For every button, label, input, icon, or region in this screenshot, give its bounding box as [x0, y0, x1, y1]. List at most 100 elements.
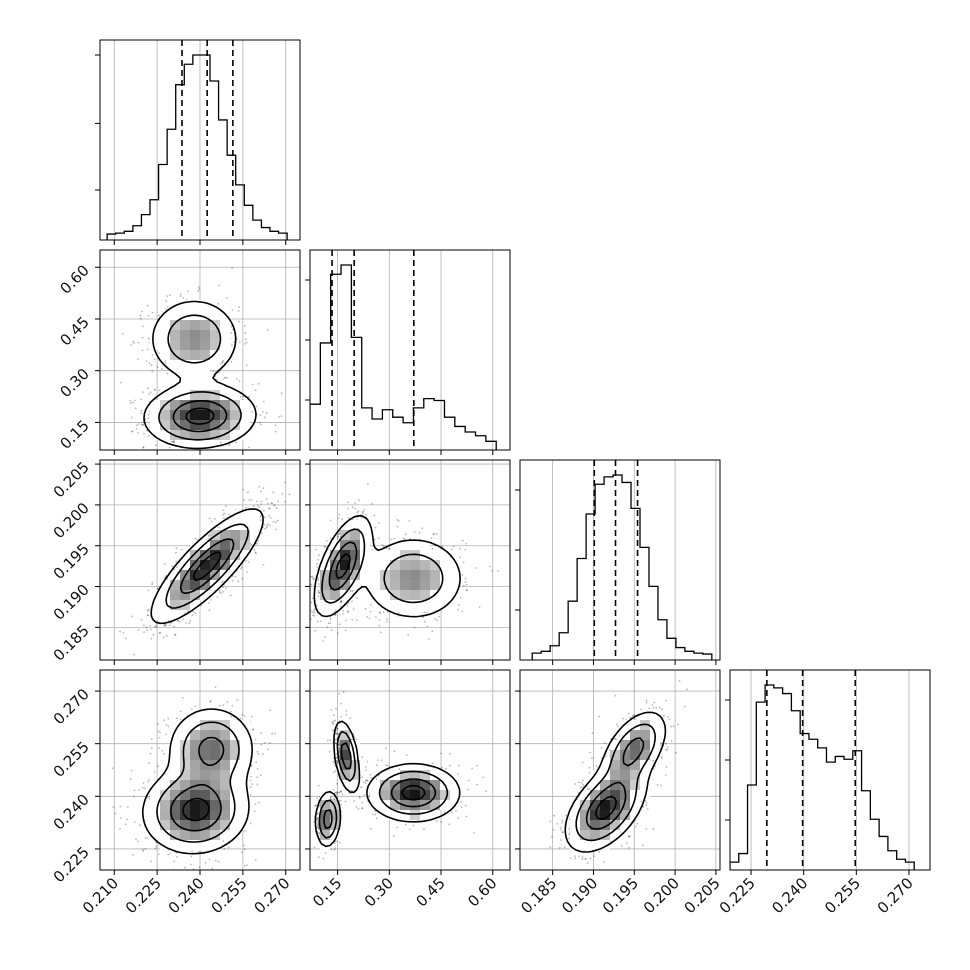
- density-cell: [170, 360, 180, 370]
- sample-point: [154, 444, 157, 447]
- sample-point: [313, 578, 315, 581]
- panel-frame: [309, 459, 511, 661]
- density-cell: [170, 320, 180, 330]
- sample-point: [230, 325, 233, 328]
- density-cell: [370, 550, 380, 560]
- density-cell: [190, 550, 200, 560]
- sample-point: [258, 485, 261, 488]
- sample-point: [240, 568, 243, 570]
- sample-point: [364, 607, 367, 610]
- sample-point: [407, 633, 410, 636]
- sample-point: [259, 414, 262, 416]
- density-cell: [340, 570, 350, 580]
- sample-point: [197, 286, 200, 288]
- sample-point: [151, 583, 153, 586]
- sample-point: [131, 615, 134, 618]
- sample-point: [134, 399, 136, 402]
- sample-point: [204, 861, 207, 864]
- sample-point: [171, 440, 174, 443]
- density-cell: [340, 520, 350, 530]
- density-cell: [230, 390, 240, 400]
- sample-point: [222, 509, 225, 512]
- density-cell: [180, 370, 190, 380]
- density-cell: [430, 550, 440, 560]
- density-cell: [430, 580, 440, 590]
- sample-point: [190, 855, 193, 858]
- sample-point: [381, 543, 384, 546]
- density-contour: [335, 553, 351, 579]
- sample-point: [145, 626, 148, 629]
- sample-point: [189, 619, 191, 622]
- density-cell: [410, 540, 420, 550]
- sample-point: [438, 615, 440, 618]
- sample-point: [163, 562, 166, 565]
- sample-point: [238, 306, 241, 308]
- sample-point: [158, 853, 160, 856]
- density-cell: [160, 580, 170, 590]
- sample-point: [200, 850, 203, 853]
- density-cell: [180, 360, 190, 370]
- sample-point: [278, 416, 280, 418]
- sample-point: [238, 341, 241, 344]
- sample-point: [464, 581, 467, 583]
- density-cell: [220, 540, 230, 550]
- y-tick-label: 0.200: [50, 499, 93, 542]
- density-cell: [440, 600, 450, 610]
- density-cell: [190, 420, 200, 430]
- sample-point: [189, 863, 192, 866]
- sample-point: [351, 590, 354, 593]
- density-cell: [320, 590, 330, 600]
- sample-point: [258, 506, 261, 508]
- density-contour: [143, 300, 257, 450]
- sample-point: [324, 546, 326, 548]
- density-cell: [320, 560, 330, 570]
- sample-point: [404, 533, 407, 536]
- sample-point: [139, 317, 142, 320]
- sample-point: [273, 504, 275, 507]
- density-cell: [190, 340, 200, 350]
- density-cell: [330, 600, 340, 610]
- sample-point: [148, 435, 150, 437]
- sample-point: [225, 296, 228, 299]
- sample-point: [425, 611, 428, 614]
- sample-point: [220, 441, 222, 444]
- density-cell: [440, 550, 450, 560]
- sample-point: [344, 629, 347, 632]
- density-cell: [390, 540, 400, 550]
- sample-point: [266, 524, 268, 527]
- sample-point: [390, 538, 392, 541]
- density-contour: [179, 538, 235, 594]
- density-cell: [160, 320, 170, 330]
- sample-point: [119, 630, 121, 633]
- sample-point: [275, 507, 278, 510]
- density-cell: [380, 590, 390, 600]
- sample-point: [166, 306, 169, 308]
- density-cell: [200, 440, 210, 450]
- sample-point: [165, 300, 167, 303]
- density-cell: [220, 320, 230, 330]
- sample-point: [310, 575, 313, 578]
- density-cell: [220, 410, 230, 420]
- sample-point: [167, 853, 170, 856]
- sample-point: [197, 290, 199, 292]
- density-cell: [370, 590, 380, 600]
- sample-point: [243, 864, 246, 867]
- density-cell: [190, 330, 200, 340]
- marginal-panel-0: [95, 39, 301, 245]
- sample-point: [364, 514, 367, 516]
- density-cell: [220, 340, 230, 350]
- density-cell: [390, 570, 400, 580]
- sample-point: [354, 502, 356, 504]
- sample-point: [245, 571, 248, 573]
- density-cell: [200, 310, 210, 320]
- sample-point: [153, 388, 156, 391]
- sample-point: [346, 604, 349, 607]
- sample-point: [272, 491, 275, 494]
- sample-point: [263, 416, 266, 419]
- sample-point: [388, 547, 391, 550]
- sample-point: [258, 801, 260, 804]
- sample-point: [208, 535, 210, 537]
- sample-point: [314, 548, 317, 551]
- sample-point: [174, 633, 177, 636]
